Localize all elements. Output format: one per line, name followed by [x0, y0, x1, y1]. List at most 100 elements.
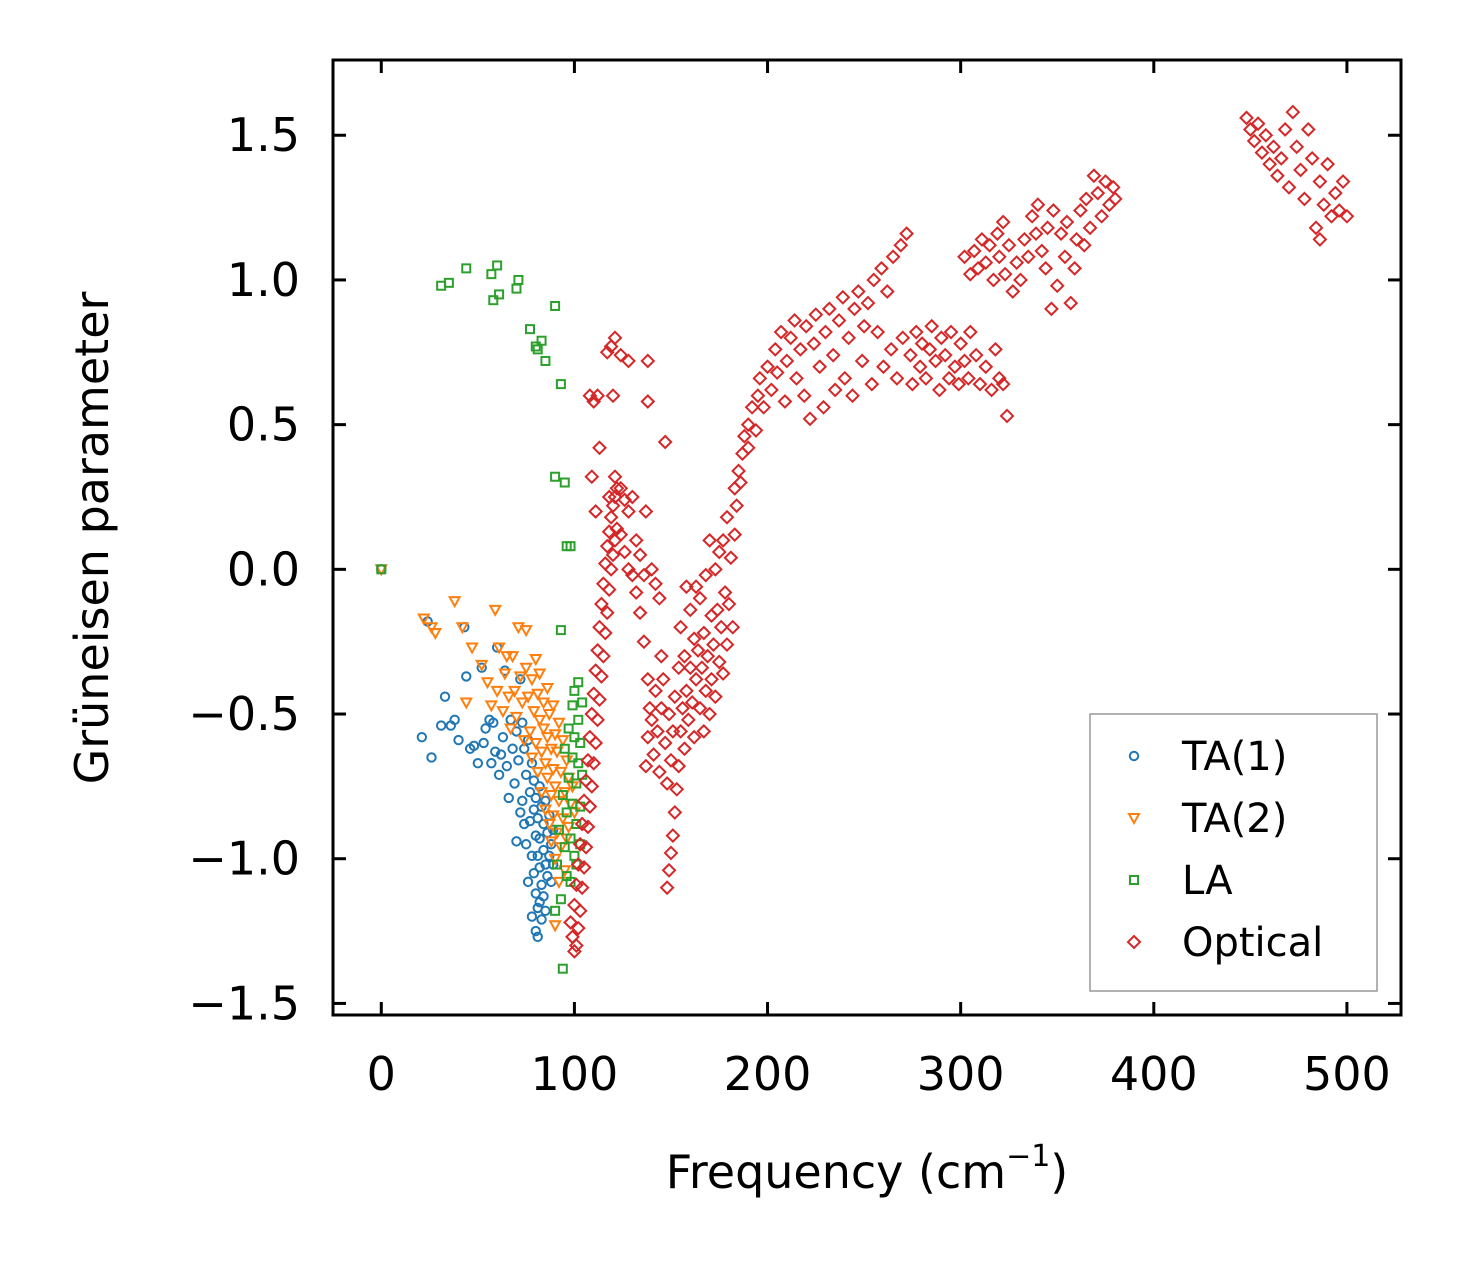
data-point	[526, 850, 538, 862]
data-point	[970, 260, 986, 276]
data-point	[995, 214, 1011, 230]
data-point	[661, 706, 677, 722]
data-point	[531, 688, 545, 701]
data-point	[558, 865, 572, 878]
data-point	[953, 336, 969, 352]
y-axis-label: Grüneisen parameter	[65, 291, 119, 784]
data-point	[455, 622, 470, 635]
data-point	[1082, 220, 1098, 236]
data-point	[559, 842, 570, 853]
data-point	[1239, 110, 1254, 126]
data-point	[659, 880, 675, 896]
data-point	[561, 807, 572, 818]
data-point	[552, 876, 566, 889]
data-point	[719, 509, 735, 525]
data-point	[609, 480, 625, 496]
data-point	[812, 359, 828, 375]
data-point	[777, 394, 793, 409]
data-point	[555, 625, 566, 636]
data-point	[876, 359, 891, 375]
data-point	[928, 353, 943, 369]
data-point	[997, 266, 1013, 282]
data-point	[584, 778, 600, 794]
data-point	[1059, 214, 1075, 230]
data-point	[570, 920, 586, 936]
data-point	[922, 341, 938, 357]
data-point	[748, 423, 764, 438]
data-point	[991, 370, 1007, 386]
data-point	[497, 731, 509, 743]
data-point	[534, 787, 549, 800]
data-point	[1063, 295, 1079, 311]
data-point	[991, 249, 1007, 265]
data-point	[850, 284, 866, 299]
data-point	[825, 347, 841, 363]
data-point	[1250, 116, 1266, 132]
data-point	[650, 723, 665, 739]
x-tick-label: 200	[724, 1047, 812, 1101]
data-point	[667, 689, 683, 705]
data-point	[571, 778, 582, 789]
data-point	[1107, 191, 1123, 207]
data-point	[468, 740, 480, 752]
data-point	[972, 376, 988, 392]
data-point	[651, 764, 667, 780]
data-point	[644, 561, 660, 577]
data-point	[1312, 232, 1328, 247]
data-point	[995, 376, 1011, 392]
series-optical	[563, 104, 1355, 959]
data-point	[528, 867, 540, 879]
data-point	[756, 399, 772, 415]
data-point	[542, 819, 557, 832]
data-point	[557, 790, 568, 801]
data-point	[417, 613, 431, 626]
data-point	[914, 336, 930, 352]
data-point	[520, 769, 532, 781]
x-tick-label: 400	[1110, 1047, 1198, 1101]
data-point	[613, 527, 629, 543]
data-point	[698, 683, 714, 699]
data-point	[494, 289, 505, 300]
data-point	[688, 579, 704, 595]
data-point	[486, 269, 497, 280]
data-point	[767, 341, 783, 357]
data-point	[548, 920, 562, 933]
data-point	[711, 654, 727, 670]
data-point	[717, 585, 733, 600]
data-point	[532, 850, 543, 862]
data-point	[513, 274, 524, 285]
data-point	[461, 263, 472, 274]
data-point	[424, 622, 439, 635]
data-point	[443, 277, 454, 288]
data-point	[1339, 208, 1355, 224]
data-point	[621, 353, 636, 369]
data-point	[480, 723, 491, 734]
data-point	[883, 341, 899, 357]
data-point	[740, 440, 756, 456]
data-point	[682, 660, 698, 676]
data-point	[779, 353, 795, 369]
data-point	[507, 685, 522, 698]
data-point	[866, 272, 882, 288]
y-tick-label: 0.0	[227, 542, 300, 596]
data-point	[472, 758, 484, 769]
data-point	[709, 602, 725, 618]
data-point	[731, 463, 746, 479]
data-point	[503, 792, 514, 804]
data-point	[569, 732, 580, 743]
data-point	[548, 781, 562, 794]
data-point	[671, 758, 687, 774]
data-point	[1028, 226, 1044, 242]
data-point	[640, 671, 656, 687]
data-point	[941, 370, 957, 386]
data-point	[1001, 237, 1017, 253]
data-point	[1316, 197, 1332, 213]
data-point	[1040, 220, 1055, 236]
data-point	[507, 743, 518, 754]
data-point	[538, 804, 553, 817]
data-point	[534, 862, 545, 873]
x-tick-label: 0	[367, 1047, 396, 1101]
data-point	[1057, 249, 1073, 265]
data-point	[599, 538, 615, 554]
data-point	[694, 660, 710, 676]
